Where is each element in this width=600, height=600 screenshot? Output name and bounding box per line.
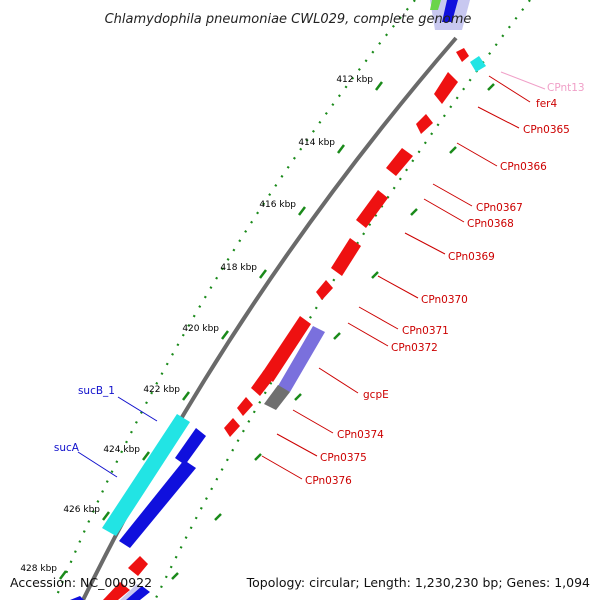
tick-mark-inner — [371, 271, 379, 279]
gene-label[interactable]: CPn0366 — [500, 161, 547, 173]
gene-label[interactable]: CPn0367 — [476, 202, 523, 214]
gene-label[interactable]: CPn0376 — [305, 475, 352, 487]
leader-line — [500, 71, 546, 90]
gene-feature[interactable] — [251, 370, 274, 396]
gene-label[interactable]: gcpE — [363, 389, 389, 401]
gene-label[interactable]: CPn0371 — [402, 325, 449, 337]
leader-line — [488, 75, 531, 103]
leader-line — [77, 451, 118, 478]
tick-label: 412 kbp — [336, 75, 373, 85]
tick-mark-inner — [333, 332, 341, 340]
gene-label[interactable]: CPn0375 — [320, 452, 367, 464]
tick-label: 424 kbp — [103, 445, 140, 455]
leader-line — [456, 142, 498, 167]
gene-feature[interactable] — [237, 397, 253, 416]
gene-label[interactable]: CPn0368 — [467, 218, 514, 230]
gene-feature[interactable] — [386, 148, 413, 176]
tick-mark-outer — [102, 511, 110, 521]
tick-label: 416 kbp — [259, 200, 296, 210]
summary-text: Topology: circular; Length: 1,230,230 bp… — [246, 575, 590, 590]
gene-feature[interactable] — [331, 238, 361, 276]
gene-feature[interactable] — [262, 316, 311, 382]
gene-feature[interactable] — [224, 418, 240, 437]
tick-mark-outer — [337, 144, 345, 154]
gene-label[interactable]: CPn0369 — [448, 251, 495, 263]
gene-feature[interactable] — [456, 48, 469, 62]
gene-feature[interactable] — [416, 114, 433, 134]
tick-label: 422 kbp — [143, 385, 180, 395]
tick-mark-outer — [375, 81, 383, 91]
accession-text: Accession: NC_000922 — [10, 575, 152, 590]
gene-label[interactable]: CPn0374 — [337, 429, 384, 441]
gene-feature[interactable] — [264, 385, 290, 410]
tick-mark-inner — [171, 572, 179, 580]
leader-line — [358, 306, 399, 330]
gene-label[interactable]: CPn0372 — [391, 342, 438, 354]
leader-line — [117, 396, 158, 422]
tick-mark-outer — [142, 451, 150, 461]
tick-mark-outer — [59, 570, 67, 580]
leader-line — [292, 409, 334, 434]
gene-label[interactable]: fer4 — [536, 98, 557, 110]
leader-line — [404, 232, 446, 255]
genome-backbone — [81, 36, 458, 600]
leader-line — [347, 322, 389, 347]
leader-line — [477, 106, 520, 129]
gene-feature[interactable] — [175, 428, 206, 465]
gene-feature[interactable] — [316, 280, 333, 300]
gene-feature[interactable] — [102, 414, 190, 536]
tick-mark-inner — [254, 453, 262, 461]
tick-mark-outer — [182, 391, 190, 401]
gene-label[interactable]: CPn0365 — [523, 124, 570, 136]
gene-feature[interactable] — [278, 326, 325, 392]
tick-label: 414 kbp — [298, 138, 335, 148]
gene-label[interactable]: CPn0370 — [421, 294, 468, 306]
tick-mark-inner — [487, 83, 495, 91]
map-title: Chlamydophila pneumoniae CWL029, complet… — [105, 12, 472, 27]
tick-label: 428 kbp — [20, 564, 57, 574]
tick-mark-inner — [214, 513, 222, 521]
tick-mark-outer — [298, 206, 306, 216]
leader-line — [261, 455, 303, 480]
ruler-outer-dots — [53, 0, 416, 600]
gene-feature[interactable] — [119, 460, 196, 548]
leader-line — [377, 275, 419, 299]
gene-feature[interactable] — [470, 56, 486, 72]
gene-feature[interactable] — [434, 72, 458, 104]
leader-line — [432, 183, 473, 207]
gene-label[interactable]: sucB_1 — [78, 385, 115, 397]
gene-label[interactable]: sucA — [54, 442, 80, 454]
tick-label: 426 kbp — [63, 505, 100, 515]
ruler-inner-dots — [154, 0, 531, 600]
top-partial-genes — [430, 0, 470, 30]
leader-line — [423, 198, 465, 223]
tick-mark-inner — [410, 208, 418, 216]
bottom-partial-genes — [70, 556, 150, 600]
leader-line — [318, 367, 359, 394]
gene-feature[interactable] — [356, 190, 388, 228]
gene-label[interactable]: CPnt13 — [547, 82, 585, 94]
tick-mark-inner — [294, 393, 302, 401]
tick-label: 420 kbp — [182, 324, 219, 334]
leader-line — [276, 433, 318, 457]
tick-mark-inner — [449, 146, 457, 154]
tick-mark-outer — [259, 269, 267, 279]
tick-label: 418 kbp — [220, 263, 257, 273]
tick-mark-outer — [221, 330, 229, 340]
